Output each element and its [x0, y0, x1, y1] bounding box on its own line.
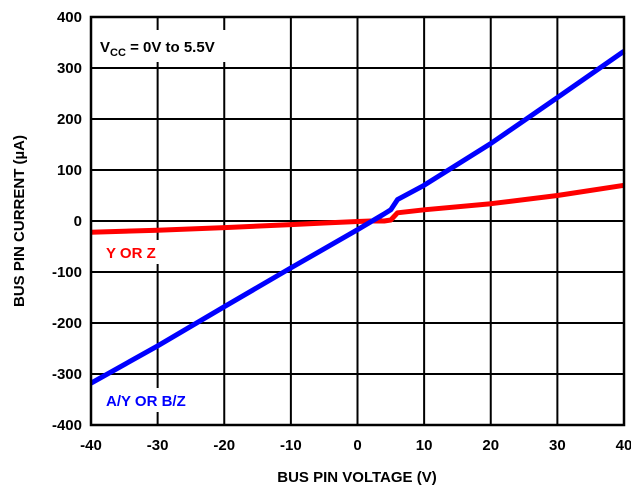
x-tick-label: -30 [147, 437, 169, 454]
x-tick-label: 30 [549, 437, 566, 454]
x-tick-label: -40 [80, 437, 102, 454]
y-tick-label: 100 [57, 162, 82, 179]
x-tick-label: 40 [616, 437, 631, 454]
y-tick-label: -200 [52, 315, 82, 332]
y-axis-label: BUS PIN CURRENT (µA) [11, 135, 28, 307]
x-tick-label: 0 [353, 437, 361, 454]
series-label-y-or-z: Y OR Z [103, 240, 175, 264]
y-tick-label: -400 [52, 417, 82, 434]
condition-annotation-bg [95, 30, 245, 62]
y-tick-label: 200 [57, 111, 82, 128]
condition-subscript: CC [110, 47, 126, 59]
condition-suffix: = 0V to 5.5V [126, 39, 215, 56]
plot-frame [89, 15, 626, 427]
svg-text:A/Y OR B/Z: A/Y OR B/Z [106, 393, 186, 410]
series-label-ay-or-bz: A/Y OR B/Z [103, 388, 217, 412]
series-line-ay-or-bz [89, 49, 626, 386]
y-tick-labels: 400 300 200 100 0 -100 -200 -300 -400 [52, 9, 82, 434]
y-tick-label: -300 [52, 366, 82, 383]
svg-text:Y OR Z: Y OR Z [106, 245, 156, 262]
x-tick-label: 20 [482, 437, 499, 454]
series-label-ay-or-bz-bg [103, 388, 217, 412]
series-lines [89, 49, 626, 386]
series-line-y-or-z [90, 182, 625, 235]
svg-text:VCC = 0V to 5.5V: VCC = 0V to 5.5V [100, 39, 215, 59]
x-tick-label: -10 [280, 437, 302, 454]
x-tick-label: -20 [213, 437, 235, 454]
y-tick-label: 400 [57, 9, 82, 26]
condition-annotation: VCC = 0V to 5.5V [95, 30, 245, 62]
y-tick-label: 0 [74, 213, 82, 230]
x-axis-label: BUS PIN VOLTAGE (V) [277, 469, 436, 486]
x-tick-label: 10 [416, 437, 433, 454]
x-tick-labels: -40 -30 -20 -10 0 10 20 30 40 [80, 437, 631, 454]
y-tick-label: 300 [57, 60, 82, 77]
series-label-y-or-z-bg [103, 240, 175, 264]
y-tick-label: -100 [52, 264, 82, 281]
condition-prefix: V [100, 39, 110, 56]
